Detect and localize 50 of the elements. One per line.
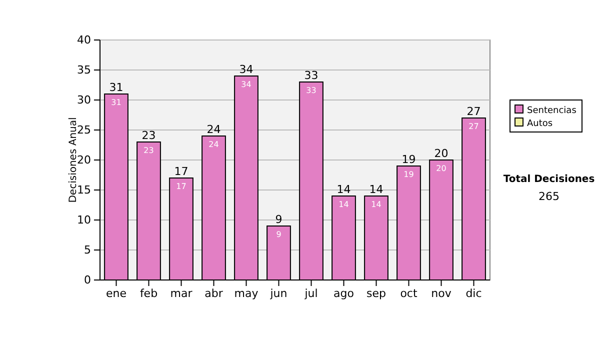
data-label: 9 — [276, 230, 282, 239]
x-tick-label: ago — [334, 286, 354, 300]
y-tick-label: 5 — [84, 244, 91, 257]
total-label: 19 — [402, 153, 416, 166]
y-tick-label: 20 — [77, 154, 91, 167]
y-tick-label: 15 — [77, 184, 91, 197]
total-label: 20 — [434, 147, 448, 160]
y-tick-label: 30 — [77, 94, 91, 107]
data-label: 34 — [241, 80, 252, 89]
y-tick-label: 0 — [84, 274, 91, 287]
x-tick-label: jun — [269, 286, 288, 300]
text: 265 — [538, 190, 560, 203]
total-label: 31 — [109, 81, 124, 94]
text: Total Decisiones — [503, 174, 595, 185]
data-label: 27 — [468, 122, 479, 131]
total-label: 14 — [336, 183, 351, 196]
data-label: 31 — [111, 98, 122, 107]
legend-label: Autos — [527, 119, 553, 129]
data-label: 19 — [404, 170, 414, 179]
y-tick-label: 25 — [77, 124, 91, 137]
legend-label: Sentencias — [527, 106, 577, 116]
x-tick-label: dic — [466, 286, 482, 300]
x-tick-label: oct — [400, 286, 418, 300]
data-label: 24 — [208, 140, 219, 149]
data-label: 17 — [176, 182, 186, 191]
y-tick-label: 40 — [77, 34, 91, 47]
data-label: 20 — [436, 164, 446, 173]
total-label: 24 — [206, 123, 221, 136]
data-label: 14 — [371, 200, 382, 209]
x-tick-label: sep — [366, 286, 386, 300]
total-label: 34 — [239, 63, 254, 76]
x-tick-label: feb — [140, 286, 158, 300]
data-label: 14 — [338, 200, 349, 209]
x-tick-label: abr — [204, 286, 224, 300]
data-label: 33 — [306, 86, 316, 95]
y-tick-label: 10 — [77, 214, 91, 227]
x-tick-label: may — [234, 286, 259, 300]
total-label: 27 — [466, 105, 481, 118]
total-label: 17 — [174, 165, 188, 178]
x-tick-label: jul — [304, 286, 318, 300]
x-tick-label: mar — [170, 286, 193, 300]
x-tick-label: ene — [106, 286, 127, 300]
data-label: 23 — [144, 146, 154, 155]
y-axis-title: Decisiones Anual — [68, 117, 79, 203]
y-tick-label: 35 — [77, 64, 91, 77]
x-tick-label: nov — [431, 286, 452, 300]
total-label: 9 — [275, 213, 282, 226]
total-label: 14 — [369, 183, 384, 196]
total-label: 33 — [304, 69, 318, 82]
total-label: 23 — [142, 129, 156, 142]
